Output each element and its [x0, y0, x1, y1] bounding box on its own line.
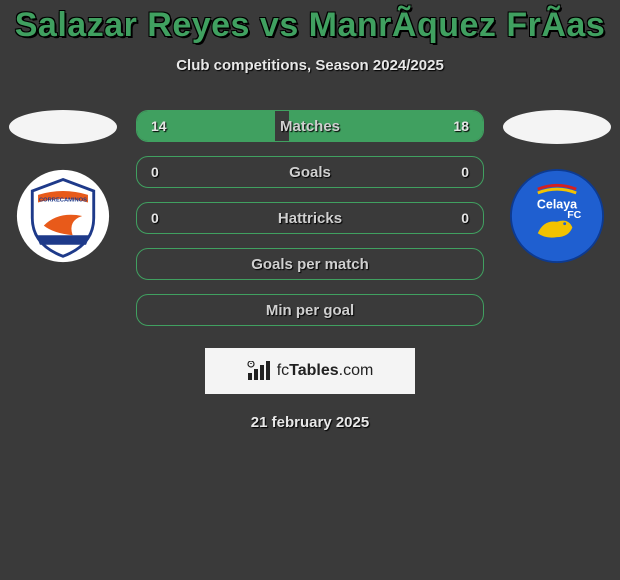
stats-column: 14Matches180Goals00Hattricks0Goals per m… — [136, 110, 484, 326]
watermark-suffix: .com — [339, 362, 374, 379]
stat-value-left: 14 — [151, 118, 167, 134]
stat-row: 14Matches18 — [136, 110, 484, 142]
stat-label: Goals — [137, 164, 483, 181]
subtitle: Club competitions, Season 2024/2025 — [0, 57, 620, 74]
watermark-prefix: fc — [277, 362, 289, 379]
watermark-text: fcTables.com — [277, 362, 374, 380]
comparison-card: Salazar Reyes vs ManrÃ­quez FrÃ­as Club … — [0, 0, 620, 431]
stat-value-right: 0 — [461, 164, 469, 180]
stat-row: 0Hattricks0 — [136, 202, 484, 234]
left-team-badge-svg: CORRECAMINOS — [15, 168, 111, 264]
watermark-bold: Tables — [289, 362, 339, 379]
stat-row: Min per goal — [136, 294, 484, 326]
stat-label: Hattricks — [137, 210, 483, 227]
left-team-badge: CORRECAMINOS — [15, 168, 111, 264]
svg-text:CORRECAMINOS: CORRECAMINOS — [39, 198, 87, 204]
stat-label: Goals per match — [137, 256, 483, 273]
watermark: fcTables.com — [205, 348, 415, 394]
stat-row: 0Goals0 — [136, 156, 484, 188]
svg-text:FC: FC — [567, 209, 581, 221]
stat-value-right: 0 — [461, 210, 469, 226]
right-team-badge-svg: Celaya FC — [509, 168, 605, 264]
stat-value-right: 18 — [453, 118, 469, 134]
left-player-photo — [9, 110, 117, 144]
stat-row: Goals per match — [136, 248, 484, 280]
page-title: Salazar Reyes vs ManrÃ­quez FrÃ­as — [0, 6, 620, 45]
left-player-col: CORRECAMINOS — [8, 110, 118, 264]
stat-value-left: 0 — [151, 164, 159, 180]
right-player-col: Celaya FC — [502, 110, 612, 264]
chart-bars-icon — [247, 361, 271, 381]
date-label: 21 february 2025 — [0, 414, 620, 431]
stat-value-left: 0 — [151, 210, 159, 226]
stat-label: Min per goal — [137, 302, 483, 319]
right-player-photo — [503, 110, 611, 144]
right-team-badge: Celaya FC — [509, 168, 605, 264]
content-row: CORRECAMINOS 14Matches180Goals00Hattrick… — [0, 110, 620, 326]
